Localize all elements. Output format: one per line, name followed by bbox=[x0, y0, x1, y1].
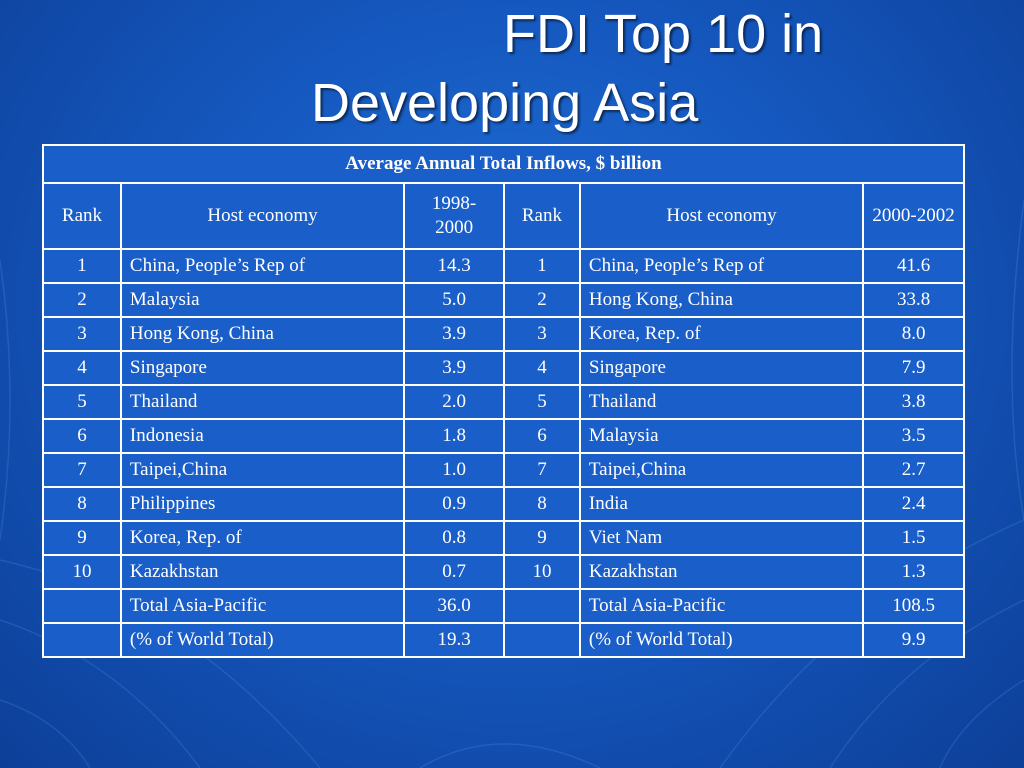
cell-value-b: 41.6 bbox=[862, 248, 965, 284]
cell-rank-a: 8 bbox=[42, 486, 122, 522]
table-caption-row: Average Annual Total Inflows, $ billion bbox=[42, 144, 965, 184]
table-header-row: Rank Host economy 1998-2000 Rank Host ec… bbox=[42, 182, 965, 250]
cell-economy-a: Philippines bbox=[119, 486, 406, 522]
cell-value-b: 108.5 bbox=[862, 588, 965, 624]
cell-value-b: 1.3 bbox=[862, 554, 965, 590]
cell-economy-b: Thailand bbox=[578, 384, 865, 420]
cell-rank-b: 8 bbox=[502, 486, 581, 522]
cell-economy-b: Total Asia-Pacific bbox=[578, 588, 865, 624]
cell-economy-a: Malaysia bbox=[119, 282, 406, 318]
cell-economy-b: Taipei,China bbox=[578, 452, 865, 488]
cell-economy-b: Hong Kong, China bbox=[578, 282, 865, 318]
slide-title-line-1: FDI Top 10 in bbox=[503, 4, 824, 64]
cell-rank-b: 7 bbox=[502, 452, 581, 488]
cell-economy-a: Kazakhstan bbox=[119, 554, 406, 590]
header-rank-b: Rank bbox=[502, 182, 581, 250]
cell-rank-a: 7 bbox=[42, 452, 122, 488]
cell-economy-a: (% of World Total) bbox=[119, 622, 406, 658]
cell-value-a: 1.0 bbox=[403, 452, 505, 488]
cell-rank-b bbox=[502, 622, 581, 658]
cell-value-a: 5.0 bbox=[403, 282, 505, 318]
cell-value-a: 19.3 bbox=[403, 622, 505, 658]
cell-economy-a: Total Asia-Pacific bbox=[119, 588, 406, 624]
cell-economy-b: China, People’s Rep of bbox=[578, 248, 865, 284]
cell-value-a: 3.9 bbox=[403, 350, 505, 386]
table-row: 8 Philippines 0.9 8 India 2.4 bbox=[42, 486, 965, 522]
table-total-row: Total Asia-Pacific 36.0 Total Asia-Pacific… bbox=[42, 588, 965, 624]
cell-economy-b: Viet Nam bbox=[578, 520, 865, 556]
cell-economy-a: Indonesia bbox=[119, 418, 406, 454]
cell-rank-a: 2 bbox=[42, 282, 122, 318]
cell-rank-a: 1 bbox=[42, 248, 122, 284]
cell-economy-b: (% of World Total) bbox=[578, 622, 865, 658]
slide-title-line-2: Developing Asia bbox=[311, 73, 699, 133]
table-row: 10 Kazakhstan 0.7 10 Kazakhstan 1.3 bbox=[42, 554, 965, 590]
cell-value-b: 8.0 bbox=[862, 316, 965, 352]
cell-economy-a: Korea, Rep. of bbox=[119, 520, 406, 556]
cell-value-a: 0.7 bbox=[403, 554, 505, 590]
cell-value-b: 33.8 bbox=[862, 282, 965, 318]
cell-value-b: 9.9 bbox=[862, 622, 965, 658]
cell-rank-a bbox=[42, 588, 122, 624]
cell-rank-b: 2 bbox=[502, 282, 581, 318]
cell-rank-b: 3 bbox=[502, 316, 581, 352]
slide-title: FDI Top 10 in Developing Asia bbox=[0, 0, 1024, 140]
cell-rank-b bbox=[502, 588, 581, 624]
table-row: 9 Korea, Rep. of 0.8 9 Viet Nam 1.5 bbox=[42, 520, 965, 556]
cell-value-a: 14.3 bbox=[403, 248, 505, 284]
cell-rank-a: 5 bbox=[42, 384, 122, 420]
cell-economy-b: Kazakhstan bbox=[578, 554, 865, 590]
table-row: 5 Thailand 2.0 5 Thailand 3.8 bbox=[42, 384, 965, 420]
table-row: 2 Malaysia 5.0 2 Hong Kong, China 33.8 bbox=[42, 282, 965, 318]
table-row: 1 China, People’s Rep of 14.3 1 China, Peopl… bbox=[42, 248, 965, 284]
cell-economy-a: China, People’s Rep of bbox=[119, 248, 406, 284]
cell-economy-b: India bbox=[578, 486, 865, 522]
cell-rank-b: 4 bbox=[502, 350, 581, 386]
table-row: 6 Indonesia 1.8 6 Malaysia 3.5 bbox=[42, 418, 965, 454]
cell-value-b: 3.5 bbox=[862, 418, 965, 454]
cell-value-a: 1.8 bbox=[403, 418, 505, 454]
table-total-row: (% of World Total) 19.3 (% of World Total)… bbox=[42, 622, 965, 658]
cell-value-a: 2.0 bbox=[403, 384, 505, 420]
table-row: 4 Singapore 3.9 4 Singapore 7.9 bbox=[42, 350, 965, 386]
cell-value-b: 2.4 bbox=[862, 486, 965, 522]
cell-value-a: 3.9 bbox=[403, 316, 505, 352]
table-row: 3 Hong Kong, China 3.9 3 Korea, Rep. of 8.0 bbox=[42, 316, 965, 352]
cell-value-b: 7.9 bbox=[862, 350, 965, 386]
cell-economy-b: Singapore bbox=[578, 350, 865, 386]
cell-value-b: 1.5 bbox=[862, 520, 965, 556]
cell-rank-b: 1 bbox=[502, 248, 581, 284]
cell-rank-a: 6 bbox=[42, 418, 122, 454]
table-caption: Average Annual Total Inflows, $ billion bbox=[42, 144, 965, 184]
cell-rank-b: 5 bbox=[502, 384, 581, 420]
cell-rank-a bbox=[42, 622, 122, 658]
cell-economy-a: Singapore bbox=[119, 350, 406, 386]
cell-value-a: 36.0 bbox=[403, 588, 505, 624]
cell-value-a: 0.9 bbox=[403, 486, 505, 522]
cell-rank-a: 3 bbox=[42, 316, 122, 352]
cell-value-b: 3.8 bbox=[862, 384, 965, 420]
cell-rank-a: 9 bbox=[42, 520, 122, 556]
fdi-table: Average Annual Total Inflows, $ billion … bbox=[42, 144, 965, 658]
cell-rank-b: 10 bbox=[502, 554, 581, 590]
header-rank-a: Rank bbox=[42, 182, 122, 250]
cell-economy-a: Taipei,China bbox=[119, 452, 406, 488]
cell-economy-a: Thailand bbox=[119, 384, 406, 420]
header-economy-b: Host economy bbox=[578, 182, 865, 250]
header-period-b: 2000-2002 bbox=[862, 182, 965, 250]
cell-economy-b: Korea, Rep. of bbox=[578, 316, 865, 352]
header-economy-a: Host economy bbox=[119, 182, 406, 250]
table-row: 7 Taipei,China 1.0 7 Taipei,China 2.7 bbox=[42, 452, 965, 488]
cell-economy-a: Hong Kong, China bbox=[119, 316, 406, 352]
cell-rank-a: 10 bbox=[42, 554, 122, 590]
header-period-a: 1998-2000 bbox=[403, 182, 505, 250]
cell-value-b: 2.7 bbox=[862, 452, 965, 488]
cell-economy-b: Malaysia bbox=[578, 418, 865, 454]
cell-value-a: 0.8 bbox=[403, 520, 505, 556]
cell-rank-a: 4 bbox=[42, 350, 122, 386]
cell-rank-b: 6 bbox=[502, 418, 581, 454]
cell-rank-b: 9 bbox=[502, 520, 581, 556]
